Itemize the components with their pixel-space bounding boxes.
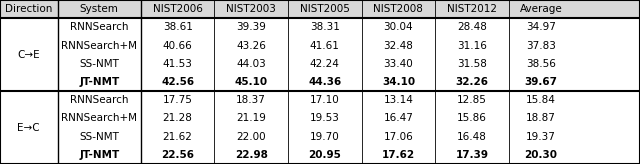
Text: 21.62: 21.62 <box>163 132 193 142</box>
Text: 37.83: 37.83 <box>526 41 556 51</box>
Text: JT-NMT: JT-NMT <box>79 150 119 160</box>
Text: 21.28: 21.28 <box>163 113 193 123</box>
Text: 16.48: 16.48 <box>457 132 487 142</box>
Text: 17.06: 17.06 <box>383 132 413 142</box>
Text: 20.95: 20.95 <box>308 150 341 160</box>
Text: 17.62: 17.62 <box>382 150 415 160</box>
Text: System: System <box>80 4 118 14</box>
Text: 44.36: 44.36 <box>308 77 341 87</box>
Text: 19.53: 19.53 <box>310 113 340 123</box>
Text: RNNSearch: RNNSearch <box>70 22 129 32</box>
Text: C→E: C→E <box>17 50 40 60</box>
Text: 28.48: 28.48 <box>457 22 487 32</box>
Text: 42.24: 42.24 <box>310 59 340 69</box>
Text: 40.66: 40.66 <box>163 41 193 51</box>
Text: 13.14: 13.14 <box>383 95 413 105</box>
Text: NIST2012: NIST2012 <box>447 4 497 14</box>
Text: 17.10: 17.10 <box>310 95 340 105</box>
Text: 12.85: 12.85 <box>457 95 487 105</box>
Text: Average: Average <box>520 4 562 14</box>
Text: NIST2005: NIST2005 <box>300 4 349 14</box>
Bar <box>0 0 640 18</box>
Text: E→C: E→C <box>17 123 40 133</box>
Text: 41.53: 41.53 <box>163 59 193 69</box>
Text: 16.47: 16.47 <box>383 113 413 123</box>
Text: 44.03: 44.03 <box>236 59 266 69</box>
Text: 31.16: 31.16 <box>457 41 487 51</box>
Text: 21.19: 21.19 <box>236 113 266 123</box>
Text: NIST2008: NIST2008 <box>374 4 423 14</box>
Text: JT-NMT: JT-NMT <box>79 77 119 87</box>
Text: 33.40: 33.40 <box>383 59 413 69</box>
Text: NIST2006: NIST2006 <box>153 4 202 14</box>
Text: 22.00: 22.00 <box>236 132 266 142</box>
Text: 42.56: 42.56 <box>161 77 194 87</box>
Text: RNNSearch+M: RNNSearch+M <box>61 41 137 51</box>
Text: 19.70: 19.70 <box>310 132 340 142</box>
Text: Direction: Direction <box>5 4 52 14</box>
Text: 17.75: 17.75 <box>163 95 193 105</box>
Text: 22.98: 22.98 <box>235 150 268 160</box>
Text: 15.84: 15.84 <box>526 95 556 105</box>
Text: 18.37: 18.37 <box>236 95 266 105</box>
Text: 17.39: 17.39 <box>456 150 488 160</box>
Text: 32.26: 32.26 <box>456 77 488 87</box>
Text: 41.61: 41.61 <box>310 41 340 51</box>
Text: 38.31: 38.31 <box>310 22 340 32</box>
Text: 38.61: 38.61 <box>163 22 193 32</box>
Text: 20.30: 20.30 <box>524 150 557 160</box>
Text: 39.39: 39.39 <box>236 22 266 32</box>
Text: 15.86: 15.86 <box>457 113 487 123</box>
Text: 32.48: 32.48 <box>383 41 413 51</box>
Text: NIST2003: NIST2003 <box>227 4 276 14</box>
Text: SS-NMT: SS-NMT <box>79 132 119 142</box>
Text: 30.04: 30.04 <box>383 22 413 32</box>
Text: 39.67: 39.67 <box>524 77 557 87</box>
Text: SS-NMT: SS-NMT <box>79 59 119 69</box>
Text: RNNSearch: RNNSearch <box>70 95 129 105</box>
Text: 34.10: 34.10 <box>382 77 415 87</box>
Text: 31.58: 31.58 <box>457 59 487 69</box>
Text: 38.56: 38.56 <box>526 59 556 69</box>
Text: RNNSearch+M: RNNSearch+M <box>61 113 137 123</box>
Text: 19.37: 19.37 <box>526 132 556 142</box>
Text: 45.10: 45.10 <box>235 77 268 87</box>
Text: 18.87: 18.87 <box>526 113 556 123</box>
Text: 22.56: 22.56 <box>161 150 194 160</box>
Text: 43.26: 43.26 <box>236 41 266 51</box>
Text: 34.97: 34.97 <box>526 22 556 32</box>
